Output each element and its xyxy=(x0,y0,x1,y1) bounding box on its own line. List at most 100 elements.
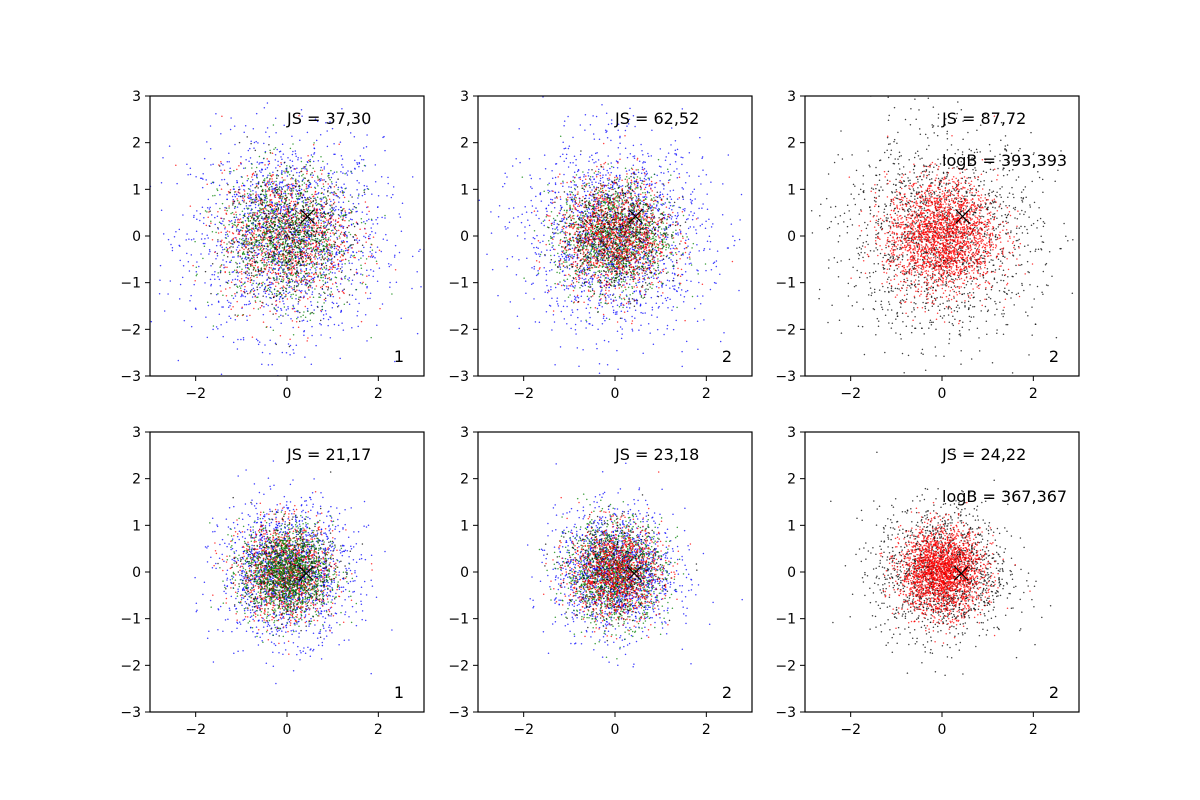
point-blue xyxy=(266,278,269,280)
point-green xyxy=(323,224,325,227)
point-red xyxy=(327,247,329,249)
point-blue xyxy=(326,281,329,284)
point-blue xyxy=(289,353,291,356)
point-blue xyxy=(336,302,338,305)
point-green xyxy=(253,244,256,247)
point-green xyxy=(239,287,242,289)
point-red xyxy=(315,215,317,217)
point-blue xyxy=(267,218,269,221)
point-blue xyxy=(306,220,308,223)
point-green xyxy=(277,254,279,256)
point-black xyxy=(268,222,270,225)
point-green xyxy=(292,189,294,192)
point-blue xyxy=(308,186,311,188)
point-green xyxy=(277,209,280,211)
point-blue xyxy=(400,317,402,320)
point-green xyxy=(245,240,248,242)
point-green xyxy=(195,266,198,268)
point-black xyxy=(262,302,264,304)
point-blue xyxy=(661,193,664,195)
point-black xyxy=(243,201,245,203)
point-black xyxy=(253,249,256,252)
point-blue xyxy=(315,139,318,142)
point-blue xyxy=(306,307,309,310)
point-blue xyxy=(395,281,398,283)
point-green xyxy=(250,194,252,197)
point-green xyxy=(282,281,284,283)
point-blue xyxy=(674,149,677,152)
point-black xyxy=(328,177,330,179)
point-blue xyxy=(279,265,282,268)
point-blue xyxy=(619,142,621,145)
point-blue xyxy=(400,230,403,233)
point-blue xyxy=(330,267,332,269)
point-blue xyxy=(303,330,305,333)
point-green xyxy=(320,249,323,252)
point-blue xyxy=(209,250,211,253)
point-green xyxy=(268,225,271,227)
point-red xyxy=(243,199,245,202)
point-green xyxy=(314,272,317,274)
point-green xyxy=(274,268,276,270)
point-blue xyxy=(279,272,282,275)
point-blue xyxy=(343,183,345,185)
point-black xyxy=(291,248,294,250)
point-black xyxy=(298,320,301,323)
point-blue xyxy=(341,187,343,189)
point-black xyxy=(246,251,249,253)
point-red xyxy=(251,174,254,176)
point-black xyxy=(331,206,333,209)
point-green xyxy=(264,191,267,193)
point-black xyxy=(278,226,281,229)
point-green xyxy=(241,210,244,212)
point-green xyxy=(266,243,269,245)
point-blue xyxy=(571,254,573,256)
point-black xyxy=(285,250,287,252)
point-blue xyxy=(370,269,372,271)
point-blue xyxy=(326,224,328,226)
point-green xyxy=(276,191,279,193)
point-green xyxy=(306,219,309,222)
point-blue xyxy=(356,272,359,274)
point-red xyxy=(270,251,273,254)
point-red xyxy=(319,286,322,289)
point-green xyxy=(240,229,242,232)
point-blue xyxy=(698,207,700,210)
point-blue xyxy=(622,238,624,240)
point-red xyxy=(317,231,319,234)
point-red xyxy=(326,231,329,234)
point-blue xyxy=(247,149,250,152)
point-green xyxy=(258,215,260,217)
point-green xyxy=(348,279,350,282)
point-red xyxy=(296,236,298,239)
point-black xyxy=(272,227,275,229)
point-blue xyxy=(359,155,362,157)
point-green xyxy=(264,151,267,154)
point-black xyxy=(303,232,306,234)
point-red xyxy=(226,266,228,269)
point-red xyxy=(236,300,238,303)
point-red xyxy=(293,264,296,267)
point-red xyxy=(298,221,300,224)
point-green xyxy=(256,261,259,264)
point-blue xyxy=(261,363,263,365)
point-blue xyxy=(376,216,379,219)
point-blue xyxy=(301,200,303,203)
point-blue xyxy=(647,323,650,325)
point-green xyxy=(228,170,231,173)
point-red xyxy=(305,259,308,262)
point-red xyxy=(292,183,294,185)
point-blue xyxy=(631,246,634,249)
point-blue xyxy=(629,107,631,110)
point-blue xyxy=(178,228,181,231)
point-black xyxy=(295,210,298,213)
point-red xyxy=(297,326,300,329)
point-blue xyxy=(242,237,244,240)
point-red xyxy=(327,254,329,256)
point-blue xyxy=(287,292,289,294)
point-blue xyxy=(234,318,237,321)
point-black xyxy=(326,245,328,247)
point-red xyxy=(261,200,263,202)
point-red xyxy=(330,254,333,257)
point-red xyxy=(327,285,329,288)
